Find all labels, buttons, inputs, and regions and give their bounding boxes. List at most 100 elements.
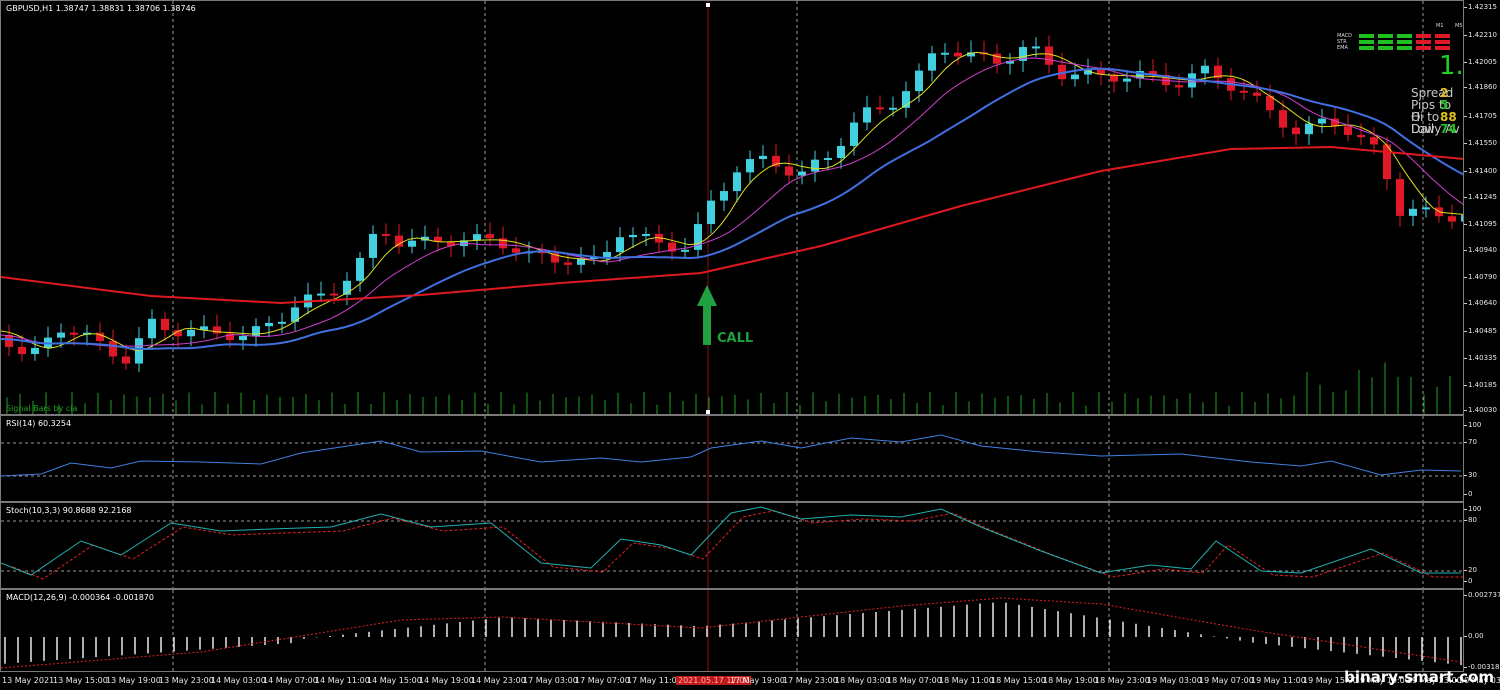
stoch-main-line — [1, 506, 1461, 576]
info-hilow-value: 88 — [1440, 110, 1457, 124]
candle-bull — [473, 234, 481, 241]
candle-bull — [200, 326, 208, 330]
candle-bear — [382, 233, 390, 236]
dashboard-cell — [1416, 34, 1431, 38]
candle-bull — [720, 191, 728, 201]
time-cursor-label: 2021.05.17 17:00 — [676, 676, 752, 685]
candle-bull — [616, 237, 624, 253]
rsi-level-0: 0 — [1463, 490, 1473, 498]
info-spread-value: 2 — [1440, 86, 1449, 100]
candle-bull — [902, 91, 910, 108]
candle-bear — [1058, 64, 1066, 80]
price-tick: 1.40640 — [1464, 299, 1497, 307]
time-label: 18 May 03:00 — [835, 676, 890, 685]
candle-bull — [1006, 60, 1014, 64]
rsi-canvas — [1, 416, 1463, 501]
dash-col-m1: M1 — [1436, 23, 1444, 29]
time-label: 19 May 15:00 — [1303, 676, 1358, 685]
candle-bull — [798, 171, 806, 176]
main-chart-pane[interactable]: GBPUSD,H1 1.38747 1.38831 1.38706 1.3874… — [0, 0, 1464, 415]
time-label: 17 May 19:00 — [730, 676, 785, 685]
candle-bear — [122, 356, 130, 364]
cursor-marker-bottom — [706, 410, 710, 414]
candle-bull — [707, 200, 715, 225]
dashboard-cell — [1416, 46, 1431, 50]
time-label: 17 May 11:00 — [627, 676, 682, 685]
candle-bear — [486, 234, 494, 239]
price-axis[interactable]: 1.42315 1.42210 1.42005 1.41860 1.41705 1.415… — [1464, 0, 1500, 415]
time-label: 17 May 07:00 — [575, 676, 630, 685]
candle-bear — [5, 335, 13, 347]
candle-bear — [1396, 179, 1404, 216]
candle-bear — [174, 330, 182, 337]
price-tick: 1.41095 — [1464, 220, 1497, 228]
candle-bull — [148, 318, 156, 339]
candle-bear — [551, 253, 559, 263]
macd-canvas — [1, 590, 1462, 671]
price-tick: 1.41860 — [1464, 83, 1497, 91]
dashboard-cell — [1359, 40, 1374, 44]
candle-bull — [629, 234, 637, 238]
dashboard-cell — [1416, 40, 1431, 44]
candle-bear — [434, 236, 442, 242]
rsi-level-30: 30 — [1464, 471, 1477, 479]
time-label: 14 May 23:00 — [471, 676, 526, 685]
time-axis[interactable]: 13 May 2021 13 May 15:00 13 May 19:00 13 Ma… — [0, 672, 1500, 690]
candle-bear — [564, 262, 572, 265]
candle-bear — [330, 293, 338, 296]
main-chart-canvas[interactable] — [1, 1, 1464, 415]
candle-bull — [1032, 46, 1040, 49]
rsi-level-100: 100 — [1463, 421, 1482, 429]
info-big-value: 1. — [1439, 51, 1464, 81]
price-tick: 1.40185 — [1464, 381, 1497, 389]
dashboard-cell — [1359, 34, 1374, 38]
candle-bull — [252, 326, 260, 336]
candle-bear — [1149, 71, 1157, 75]
time-label: 18 May 19:00 — [1043, 676, 1098, 685]
candle-bear — [993, 53, 1001, 64]
price-tick: 1.42005 — [1464, 58, 1497, 66]
candle-bull — [889, 107, 897, 110]
candle-bear — [1279, 110, 1287, 128]
candle-bull — [915, 70, 923, 92]
info-pips-label: Pips to O — [1411, 98, 1452, 124]
macd-label: MACD(12,26,9) -0.000364 -0.001870 — [6, 593, 154, 602]
candle-bull — [759, 155, 767, 160]
rsi-label: RSI(14) 60.3254 — [6, 419, 72, 428]
time-label: 19 May 11:00 — [1251, 676, 1306, 685]
macd-axis: 0.002737 0.00 -0.003187 — [1463, 589, 1500, 672]
candle-bear — [772, 155, 780, 167]
ma-yellow-line — [1, 51, 1463, 352]
price-tick: 1.40940 — [1464, 246, 1497, 254]
candle-bull — [863, 107, 871, 123]
dashboard-cell — [1378, 34, 1393, 38]
rsi-pane[interactable]: RSI(14) 60.3254 — [0, 415, 1464, 502]
candle-bull — [746, 159, 754, 173]
stoch-signal-line — [12, 510, 1463, 580]
candle-bear — [785, 166, 793, 176]
stoch-pane[interactable]: Stoch(10,3,3) 90.8688 92.2168 — [0, 502, 1464, 589]
candle-bear — [1214, 65, 1222, 79]
candle-bull — [31, 348, 39, 355]
time-label: 13 May 19:00 — [106, 676, 161, 685]
candle-bear — [1175, 85, 1183, 88]
candle-bear — [1448, 216, 1456, 222]
candle-bull — [1318, 118, 1326, 124]
time-label: 18 May 23:00 — [1095, 676, 1150, 685]
cursor-marker-top — [706, 3, 710, 7]
info-spread-label: Spread — [1411, 86, 1454, 100]
macd-pane[interactable]: MACD(12,26,9) -0.000364 -0.001870 — [0, 589, 1464, 672]
candle-bull — [291, 307, 299, 322]
dashboard-cell — [1435, 46, 1450, 50]
candle-bull — [356, 257, 364, 281]
candle-bull — [1136, 71, 1144, 79]
candle-bull — [837, 145, 845, 159]
time-label: 14 May 15:00 — [367, 676, 422, 685]
candle-bear — [499, 238, 507, 249]
candle-bull — [265, 322, 273, 327]
time-label: 19 May 03:00 — [1147, 676, 1202, 685]
stoch-level-100: 100 — [1463, 505, 1482, 513]
candle-bear — [1357, 134, 1365, 138]
candle-bear — [96, 332, 104, 342]
symbol-header: GBPUSD,H1 1.38747 1.38831 1.38706 1.3874… — [6, 4, 196, 13]
